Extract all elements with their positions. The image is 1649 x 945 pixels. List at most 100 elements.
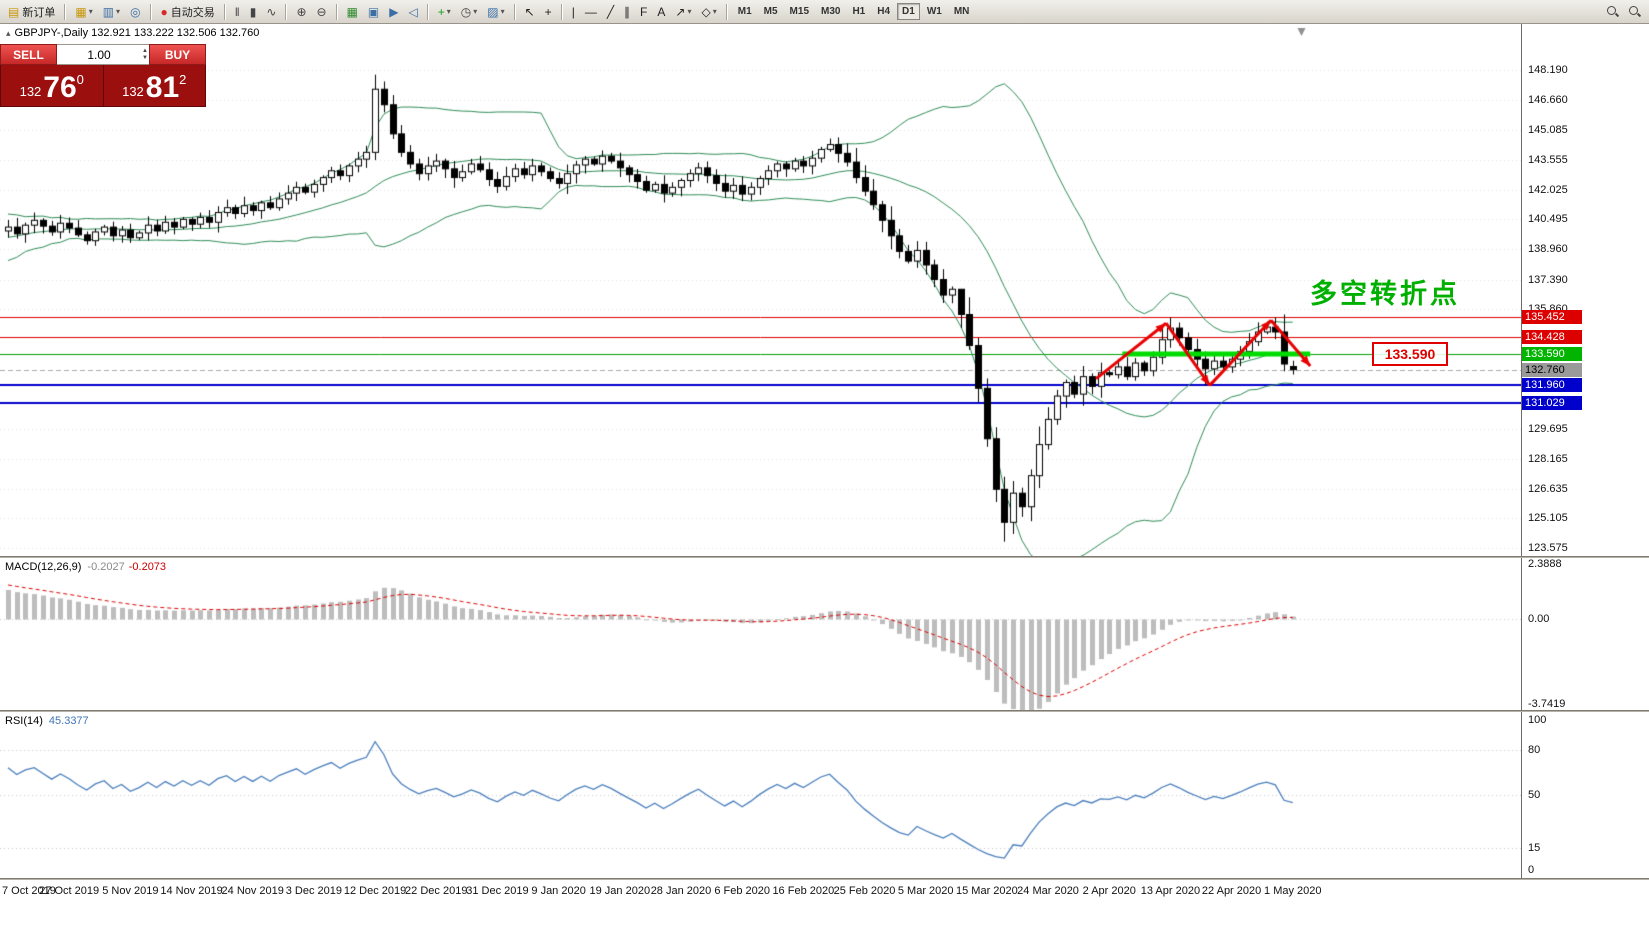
autotrading-button[interactable]: ● 自动交易 <box>157 1 219 23</box>
rsi-axis[interactable]: 100 80 50 15 0 <box>1521 712 1649 878</box>
symbol-marker-icon: ▴ <box>6 27 11 38</box>
text-icon[interactable]: A <box>653 1 669 23</box>
arrows-icon[interactable]: ↗ ▾ <box>671 1 695 23</box>
toolbar-separator <box>64 3 67 20</box>
sell-button[interactable]: SELL <box>0 44 57 65</box>
line-chart-icon[interactable]: ∿ <box>262 1 280 23</box>
candlestick-chart-icon[interactable]: ▮ <box>246 1 261 23</box>
volume-spinner[interactable]: ▲ ▼ <box>142 48 148 61</box>
channel-icon[interactable]: ∥ <box>620 1 634 23</box>
rsi-axis-label: 50 <box>1528 789 1541 801</box>
one-click-trading-panel: SELL ▲ ▼ BUY 132 76 0 132 <box>0 44 206 107</box>
shapes-icon-glyph-icon: ◇ <box>701 4 711 19</box>
search-chart-button[interactable] <box>1603 1 1623 23</box>
volume-input[interactable] <box>57 45 149 64</box>
grid-icon[interactable]: ▦ <box>343 1 362 23</box>
bar-chart-icon[interactable]: ‖ <box>231 1 244 23</box>
price-tick-label: 143.555 <box>1528 154 1568 166</box>
toolbar-separator <box>285 3 288 20</box>
refresh-icon[interactable]: ◎ <box>126 1 144 23</box>
timeframe-m5-button[interactable]: M5 <box>763 6 778 17</box>
profiles-icon[interactable]: ▥ ▾ <box>99 1 124 23</box>
autotrading-button-label: 自动交易 <box>170 6 215 19</box>
zoom-in-icon[interactable]: ⊕ <box>292 1 310 23</box>
periods-icon[interactable]: ◷ ▾ <box>457 1 482 23</box>
spin-up-icon[interactable]: ▲ <box>142 48 148 54</box>
price-tick-label: 123.575 <box>1528 542 1568 555</box>
price-callout: 133.590 <box>1372 342 1448 366</box>
zoom-out-icon[interactable]: ⊖ <box>313 1 331 23</box>
fibonacci-icon[interactable]: F <box>636 1 651 23</box>
vertical-line-icon[interactable]: | <box>568 1 579 23</box>
timeframe-m15-button[interactable]: M15 <box>789 6 809 17</box>
price-tick-label: 140.495 <box>1528 213 1568 226</box>
time-axis[interactable]: 7 Oct 2019 27 Oct 2019 5 Nov 2019 14 Nov 20… <box>0 880 1649 908</box>
rsi-indicator-canvas[interactable] <box>0 712 1521 878</box>
caret-down-icon: ▾ <box>473 7 478 16</box>
date-label: 12 Dec 2019 <box>343 885 407 897</box>
buy-price-prefix: 132 <box>122 84 144 99</box>
indicators-icon[interactable]: + ▾ <box>434 1 455 23</box>
sell-price[interactable]: 132 76 0 <box>1 65 104 106</box>
pane-separator[interactable] <box>0 878 1649 880</box>
buy-price[interactable]: 132 81 2 <box>104 65 206 106</box>
macd-indicator-canvas[interactable] <box>0 558 1521 710</box>
timeframe-mn-button[interactable]: MN <box>953 6 970 17</box>
grid-icon-glyph-icon: ▦ <box>346 4 358 19</box>
templates-icon-glyph-icon: ▨ <box>487 4 499 19</box>
date-label: 16 Feb 2020 <box>772 885 835 897</box>
tile-windows-icon[interactable]: ▣ <box>364 1 383 23</box>
date-label: 5 Mar 2020 <box>897 885 954 897</box>
timeframe-h4-button[interactable]: H4 <box>877 6 891 17</box>
timeframe-w1-button[interactable]: W1 <box>926 6 942 17</box>
horizontal-line-icon[interactable]: — <box>581 1 601 23</box>
timeframe-h1-button[interactable]: H1 <box>852 6 866 17</box>
trendline-icon[interactable]: ╱ <box>603 1 618 23</box>
macd-axis[interactable]: 2.3888 0.00 -3.7419 <box>1521 558 1649 710</box>
caret-down-icon: ▾ <box>88 7 93 16</box>
price-tick-label: 145.085 <box>1528 124 1568 137</box>
price-tick-label: 142.025 <box>1528 183 1568 196</box>
date-label: 22 Apr 2020 <box>1201 885 1262 897</box>
pane-separator[interactable] <box>0 556 1649 558</box>
price-axis[interactable]: 148.190 146.660 145.085 143.555 142.025 140.4… <box>1521 24 1649 556</box>
main-chart-canvas[interactable] <box>0 24 1521 556</box>
volume-box: ▲ ▼ <box>57 44 149 65</box>
toolbar-separator <box>335 3 338 20</box>
price-line-badge: 131.029 <box>1522 396 1582 411</box>
templates-icon[interactable]: ▨ ▾ <box>483 1 508 23</box>
buy-button[interactable]: BUY <box>149 44 206 65</box>
new-chart-icon-glyph-icon: ▦ <box>75 4 87 19</box>
macd-name: MACD(12,26,9) <box>5 561 82 573</box>
toolbar-separator <box>513 3 516 20</box>
macd-axis-label: -3.7419 <box>1528 698 1566 710</box>
date-label: 3 Dec 2019 <box>285 885 343 897</box>
auto-scroll-icon[interactable]: ▶ <box>385 1 402 23</box>
refresh-icon-glyph-icon: ◎ <box>130 4 141 19</box>
date-label: 14 Nov 2019 <box>160 885 223 897</box>
caret-down-icon: ▾ <box>687 7 692 16</box>
price-tick-label: 126.635 <box>1528 482 1568 495</box>
chart-shift-icon[interactable]: ◁ <box>404 1 421 23</box>
search-symbol-button[interactable] <box>1625 1 1645 23</box>
date-label: 7 Oct 2019 <box>2 885 56 897</box>
pane-separator[interactable] <box>0 710 1649 712</box>
timeframe-m30-button[interactable]: M30 <box>821 6 841 17</box>
shapes-icon[interactable]: ◇ ▾ <box>697 1 720 23</box>
cursor-icon-glyph-icon: ↖ <box>524 4 535 19</box>
date-label: 13 Apr 2020 <box>1140 885 1201 897</box>
crosshair-icon[interactable]: + <box>541 1 556 23</box>
date-label: 28 Jan 2020 <box>650 885 712 897</box>
spin-down-icon[interactable]: ▼ <box>142 55 148 61</box>
new-chart-icon[interactable]: ▦ ▾ <box>71 1 96 23</box>
timeframe-d1-button[interactable]: D1 <box>897 3 920 20</box>
macd-value-signal: -0.2073 <box>128 561 167 573</box>
vertical-line-icon-glyph-icon: | <box>571 4 575 19</box>
crosshair-icon-glyph-icon: + <box>544 4 552 19</box>
periods-icon-glyph-icon: ◷ <box>460 4 472 19</box>
channel-icon-glyph-icon: ∥ <box>624 4 631 19</box>
toolbar-separator <box>149 3 152 20</box>
cursor-icon[interactable]: ↖ <box>521 1 539 23</box>
timeframe-m1-button[interactable]: M1 <box>737 6 752 17</box>
new-order-button[interactable]: ▤ 新订单 <box>4 1 59 23</box>
